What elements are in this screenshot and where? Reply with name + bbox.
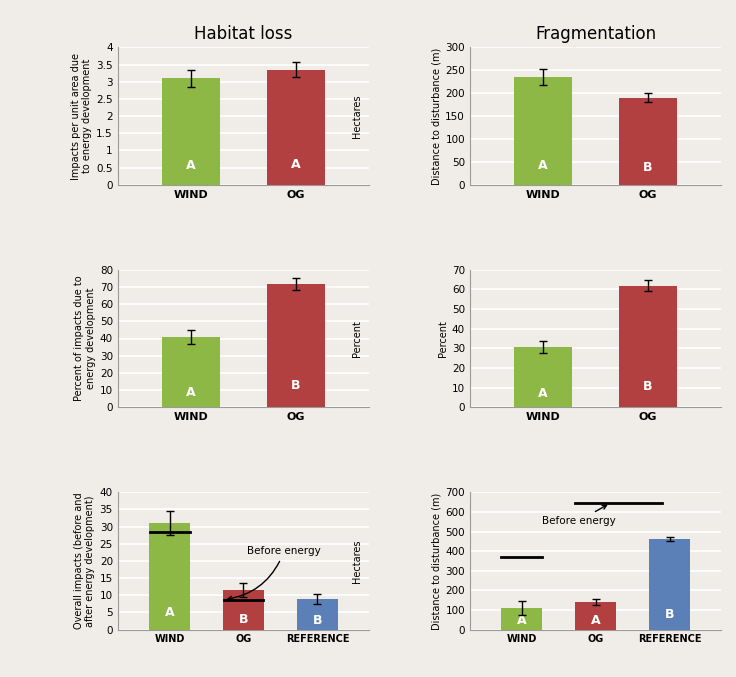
Bar xyxy=(514,347,572,407)
Bar xyxy=(267,70,325,185)
Y-axis label: Impacts per unit area due
to energy development: Impacts per unit area due to energy deve… xyxy=(71,53,92,179)
Text: A: A xyxy=(186,386,196,399)
Text: B: B xyxy=(643,161,653,174)
Bar xyxy=(514,77,572,185)
Title: Habitat loss: Habitat loss xyxy=(194,25,293,43)
Text: Hectares: Hectares xyxy=(352,539,361,583)
Text: A: A xyxy=(591,614,601,627)
Y-axis label: Distance to disturbance (m): Distance to disturbance (m) xyxy=(431,492,441,630)
Bar xyxy=(163,79,220,185)
Text: Before energy: Before energy xyxy=(542,505,616,525)
Bar xyxy=(619,286,676,407)
Text: Before energy: Before energy xyxy=(228,546,321,600)
Bar xyxy=(163,336,220,407)
Bar xyxy=(149,523,190,630)
Y-axis label: Percent of impacts due to
energy development: Percent of impacts due to energy develop… xyxy=(74,276,96,401)
Bar xyxy=(501,608,542,630)
Text: B: B xyxy=(238,613,248,626)
Text: A: A xyxy=(165,606,174,619)
Text: A: A xyxy=(538,387,548,400)
Text: A: A xyxy=(291,158,301,171)
Text: B: B xyxy=(643,380,653,393)
Bar xyxy=(619,97,676,185)
Text: A: A xyxy=(186,159,196,172)
Text: B: B xyxy=(665,607,674,621)
Text: Percent: Percent xyxy=(352,320,361,357)
Text: A: A xyxy=(538,159,548,172)
Bar xyxy=(267,284,325,407)
Bar xyxy=(649,539,690,630)
Bar xyxy=(223,590,263,630)
Y-axis label: Overall impacts (before and
after energy development): Overall impacts (before and after energy… xyxy=(74,493,96,629)
Text: A: A xyxy=(517,615,526,628)
Text: B: B xyxy=(313,613,322,626)
Bar xyxy=(297,598,338,630)
Text: B: B xyxy=(291,379,300,393)
Title: Fragmentation: Fragmentation xyxy=(535,25,656,43)
Y-axis label: Percent: Percent xyxy=(438,320,447,357)
Bar xyxy=(576,602,616,630)
Text: Hectares: Hectares xyxy=(352,94,361,138)
Y-axis label: Distance to disturbance (m): Distance to disturbance (m) xyxy=(431,47,441,185)
